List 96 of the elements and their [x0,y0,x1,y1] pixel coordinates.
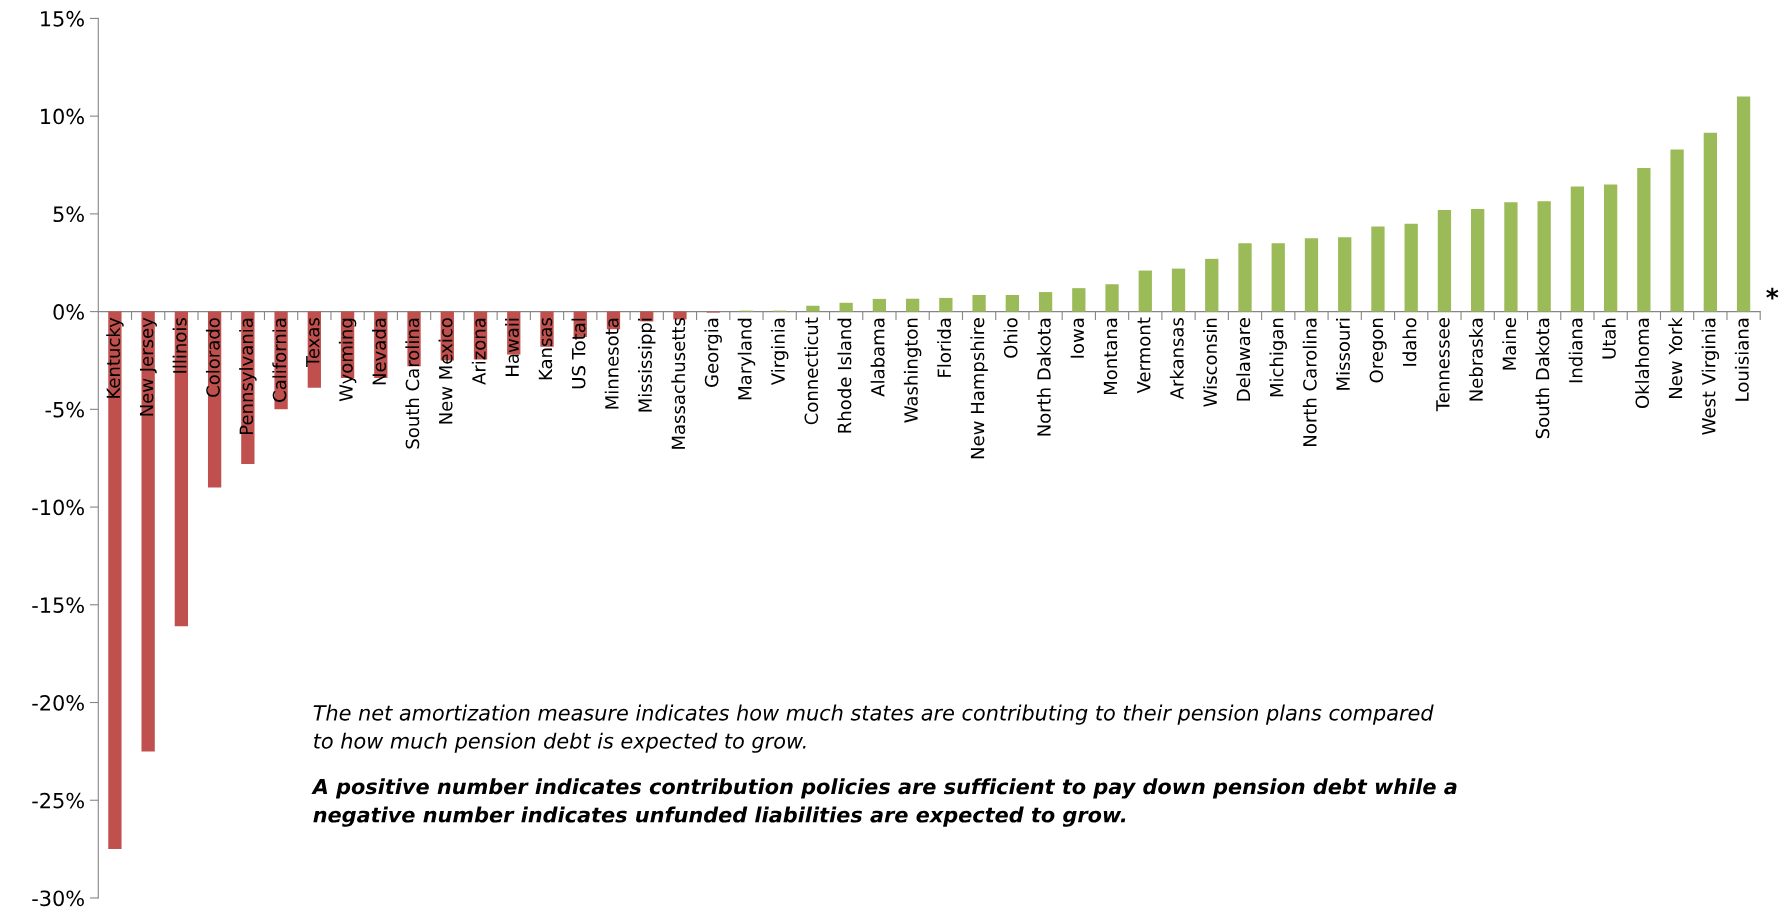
x-tick-label: Indiana [1568,318,1583,383]
x-tick-label: Vermont [1137,317,1151,394]
x-tick-label: Utah [1601,318,1616,359]
bar [839,302,853,312]
x-tick-label: Louisiana [1734,318,1749,401]
bar [1105,284,1119,312]
y-tick-label: -25% [32,792,84,809]
x-tick-label: Mississippi [637,318,656,412]
x-tick-label: Hawaii [505,318,519,376]
y-tick-label: -15% [32,597,84,613]
bar [806,305,820,312]
x-tick-label: Michigan [1269,318,1287,397]
y-tick-label: -30% [32,890,84,907]
bar [1570,186,1585,312]
bar [141,311,155,752]
bar [673,311,687,320]
y-tick-label: 0% [53,304,84,320]
x-tick-label: South Carolina [405,318,420,449]
x-tick-label: Oklahoma [1635,318,1650,409]
bar [1637,167,1651,312]
x-tick-label: Connecticut [804,317,819,425]
x-tick-label: Montana [1103,318,1118,395]
bar [1537,201,1551,312]
x-tick-label: Georgia [704,318,722,387]
x-tick-label: West Virginia [1701,318,1720,435]
bar [1005,294,1019,312]
x-tick-label: Washington [903,318,922,423]
x-tick-label: New Hampshire [970,318,988,459]
bar [905,298,920,312]
bar [1271,243,1285,312]
x-tick-label: Texas [306,318,320,368]
x-tick-label: US Total [571,318,586,389]
bar [1471,208,1485,312]
bar [872,298,887,312]
bar [1238,243,1252,312]
bar [1205,258,1219,312]
y-tick-label: -20% [32,694,84,711]
bar [1504,202,1518,312]
y-tick-label: 5% [53,206,84,223]
x-tick-label: Maine [1502,318,1517,370]
bar [174,311,189,627]
x-tick-label: New York [1668,317,1683,399]
x-tick-label: Kansas [538,318,553,380]
bar [1437,209,1452,312]
x-tick-label: Tennessee [1436,318,1450,412]
x-tick-label: Colorado [205,318,220,397]
x-tick-label: New Mexico [438,318,453,424]
y-tick-label: -10% [32,499,84,516]
bar [1171,268,1186,312]
x-tick-label: North Carolina [1302,318,1317,446]
x-tick-label: Pennsylvania [239,318,257,434]
x-tick-label: Ohio [1003,318,1018,358]
y-tick-label: -5% [45,401,84,418]
x-tick-label: Minnesota [604,318,619,409]
x-tick-label: Illinois [172,318,187,373]
bar [1072,288,1086,312]
bar [1670,149,1684,312]
bar [1304,238,1319,312]
bar [939,297,953,312]
x-tick-label: Alabama [870,318,885,397]
x-tick-label: Massachusetts [671,318,686,449]
bar [1603,184,1618,312]
x-tick-label: Delaware [1236,318,1251,401]
x-tick-label: Wisconsin [1203,318,1217,407]
text: * [1766,287,1779,300]
x-tick-label: Wyoming [338,318,357,402]
bar [1404,223,1418,312]
bar [1038,292,1053,312]
y-tick-label: 10% [41,108,84,125]
x-tick-label: Arizona [471,318,486,385]
annotation: The net amortization measure indicates how much states are contributing to their pension plans compared to how much pension debt is expected to grow. [313,704,1434,753]
x-tick-label: Kentucky [106,317,124,398]
x-tick-label: Florida [937,318,952,377]
annotation: A positive number indicates contribution policies are sufficient to pay down pension debt while a negative number indicates unfunded liabilities are expected to grow. [311,778,1457,827]
bar [1703,132,1717,312]
x-tick-label: Missouri [1335,318,1350,390]
x-tick-label: Idaho [1402,318,1417,366]
x-tick-label: Arkansas [1169,318,1184,400]
bar [1371,226,1385,312]
x-tick-label: North Dakota [1036,318,1051,436]
bar [1338,237,1352,312]
x-tick-label: Nebraska [1468,318,1483,401]
x-tick-label: Rhode Island [837,318,852,433]
x-tick-label: Oregon [1369,318,1387,383]
bar [972,294,986,312]
x-tick-label: Iowa [1070,318,1085,358]
x-tick-label: Virginia [770,318,789,386]
bar [108,311,122,850]
x-tick-label: New Jersey [139,317,157,416]
bar [1736,96,1751,312]
bar [1138,270,1152,312]
x-tick-label: South Dakota [1535,318,1550,439]
y-tick-label: 15% [41,10,84,27]
x-tick-label: Maryland [737,318,756,400]
x-tick-label: California [272,318,287,402]
x-tick-label: Nevada [372,318,387,385]
